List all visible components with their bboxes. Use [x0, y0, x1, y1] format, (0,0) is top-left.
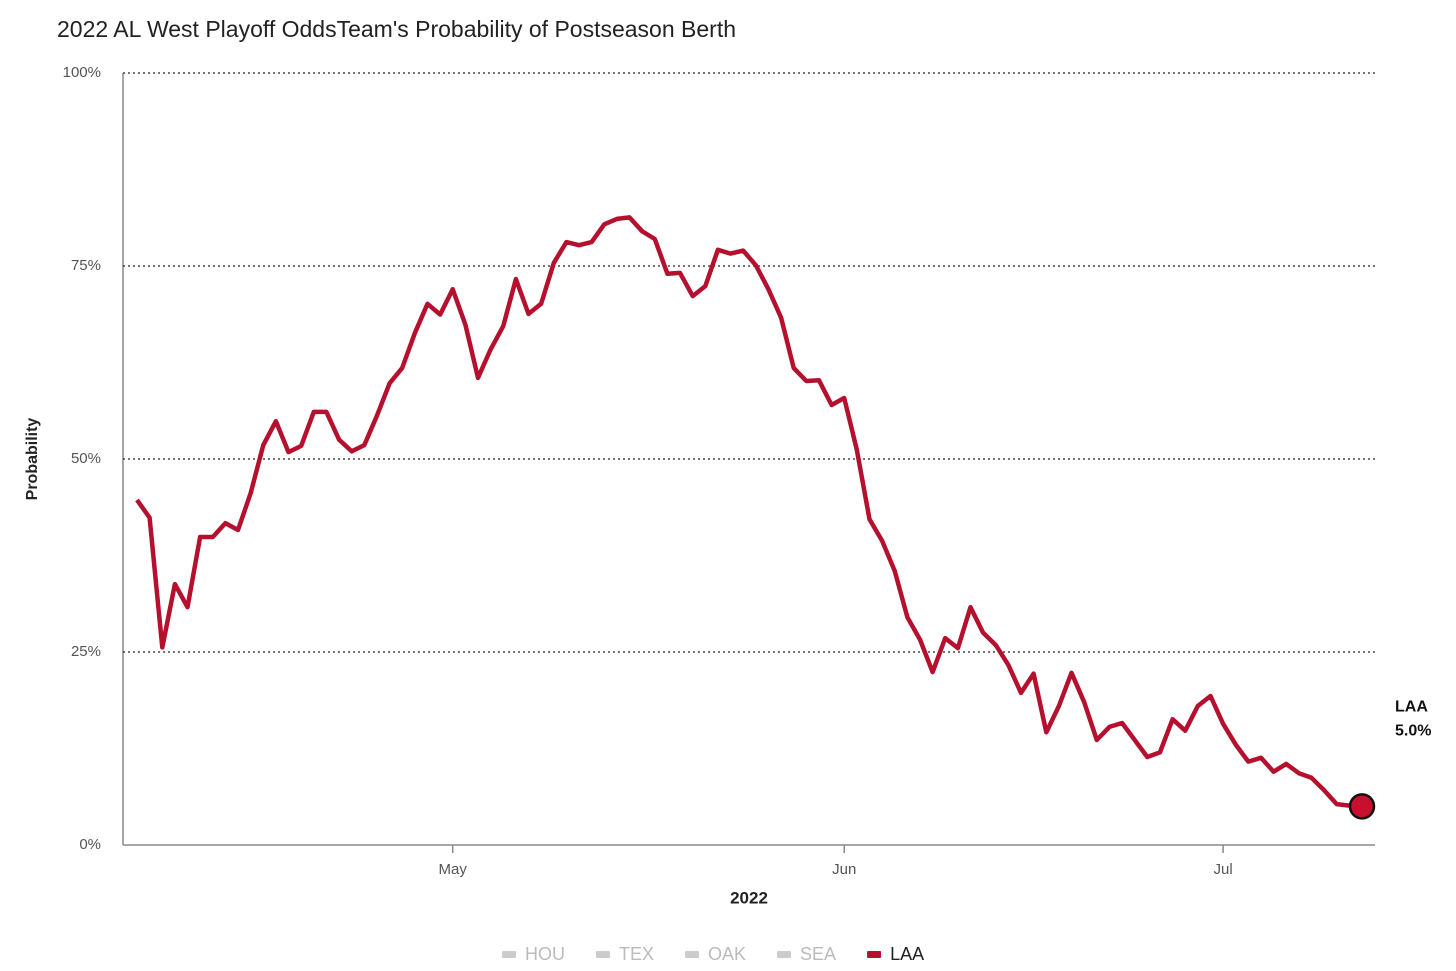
legend-label: TEX — [619, 944, 654, 964]
chart-title: 2022 AL West Playoff OddsTeam's Probabil… — [57, 16, 736, 42]
y-tick-label: 25% — [71, 643, 101, 660]
x-tick-label: May — [439, 861, 468, 878]
line-series — [135, 215, 1363, 809]
legend-swatch — [685, 951, 700, 958]
y-tick-label: 100% — [63, 64, 101, 81]
end-point — [1348, 793, 1376, 820]
y-tick-label: 50% — [71, 450, 101, 467]
legend-label: SEA — [800, 944, 836, 964]
end-label-name: LAA — [1395, 699, 1428, 716]
y-tick-label: 75% — [71, 257, 101, 274]
end-label-value: 5.0% — [1395, 723, 1431, 740]
legend-label: OAK — [708, 944, 746, 964]
legend-swatch — [777, 951, 792, 958]
legend-swatch — [867, 951, 882, 958]
legend-label: LAA — [890, 944, 924, 964]
x-tick-label: Jun — [832, 861, 856, 878]
y-axis-label: Probability — [24, 418, 41, 501]
legend-swatch — [596, 951, 610, 958]
x-axis-label: 2022 — [730, 888, 768, 907]
x-tick-label: Jul — [1213, 861, 1232, 878]
legend-swatch — [502, 951, 516, 958]
legend-label: HOU — [525, 944, 565, 964]
y-tick-label: 0% — [79, 836, 101, 853]
